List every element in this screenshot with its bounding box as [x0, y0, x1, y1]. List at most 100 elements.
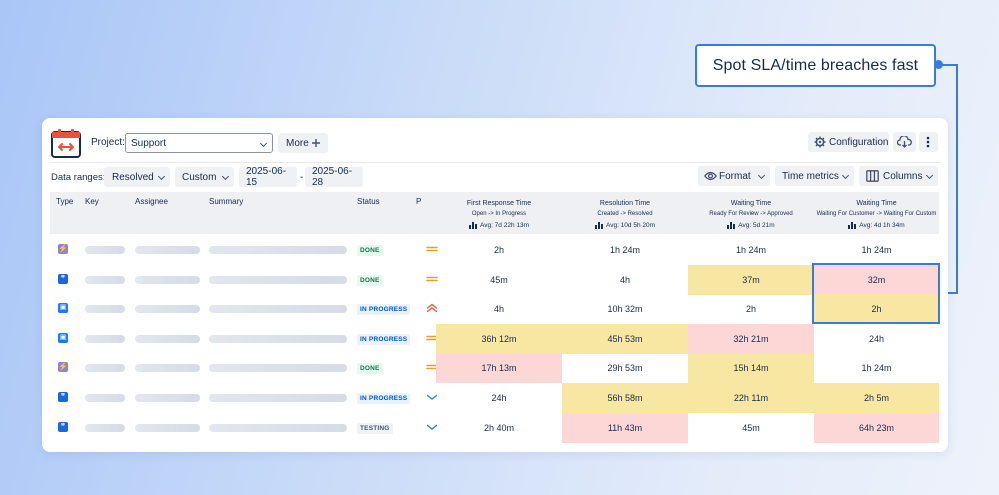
metric-cell: 15h 14m	[688, 353, 814, 384]
header-assignee[interactable]: Assignee	[135, 197, 168, 206]
summary-placeholder	[209, 275, 347, 284]
assignee-placeholder	[135, 423, 200, 432]
chevron-down-icon	[259, 139, 268, 148]
header-metric-resolution[interactable]: Resolution Time Created -> Resolved Avg:…	[562, 198, 688, 231]
more-actions-button[interactable]	[919, 132, 938, 152]
table-row[interactable]: ▣ IN PROGRESS 4h 10h 32m 2h 2h	[50, 294, 939, 325]
chevron-down-icon	[221, 172, 230, 181]
key-placeholder	[85, 334, 125, 343]
metric-cell: 36h 12m	[436, 323, 562, 354]
summary-placeholder	[209, 246, 347, 254]
header-metric-waiting-review[interactable]: Waiting Time Ready For Review -> Approve…	[688, 198, 814, 231]
cloud-download-icon	[897, 136, 912, 148]
quote-icon: ❞	[58, 421, 68, 432]
project-select[interactable]: Support	[125, 133, 273, 153]
header-type[interactable]: Type	[56, 197, 74, 206]
cloud-download-button[interactable]	[893, 132, 916, 152]
table-row[interactable]: ⚡ DONE 2h 1h 24m 1h 24m 1h 24m	[50, 235, 939, 265]
metric-cell: 1h 24m	[609, 245, 641, 255]
metric-cell: 37m	[688, 264, 814, 295]
metric-cell: 32h 21m	[688, 323, 814, 354]
quote-icon: ❞	[58, 392, 68, 402]
metric-cell: 1h 24m	[735, 245, 767, 255]
more-button[interactable]: More	[278, 133, 328, 153]
calendar-app-icon	[51, 129, 81, 158]
story-icon: ⚡	[58, 244, 68, 254]
custom-range-dropdown[interactable]: Custom	[175, 167, 234, 187]
priority-medium-icon	[426, 365, 438, 370]
resolved-dropdown[interactable]: Resolved	[104, 167, 170, 187]
status-badge: DONE	[357, 274, 383, 286]
date-to-input[interactable]: 2025-06-28	[305, 166, 363, 188]
breach-highlight-box	[812, 263, 940, 324]
date-from-input[interactable]: 2025-06-15	[239, 166, 297, 188]
assignee-placeholder	[135, 246, 200, 254]
format-dropdown[interactable]: Format	[698, 166, 770, 186]
chevron-down-icon	[925, 171, 934, 180]
metric-cell: 45h 53m	[562, 323, 688, 354]
header-metric-first-response[interactable]: First Response Time Open -> In Progress …	[436, 198, 562, 231]
configuration-button[interactable]: Configuration	[808, 132, 889, 152]
metric-cell: 29h 53m	[607, 363, 643, 374]
table-header: Type Key Assignee Summary Status P First…	[50, 192, 939, 234]
table-row[interactable]: ⚡ DONE 17h 13m 29h 53m 15h 14m 1h 24m	[50, 353, 939, 384]
bar-chart-icon	[727, 222, 736, 229]
columns-dropdown[interactable]: Columns	[859, 166, 938, 186]
status-badge: DONE	[357, 245, 383, 256]
assignee-placeholder	[135, 305, 200, 314]
status-badge: IN PROGRESS	[357, 393, 411, 404]
summary-placeholder	[209, 394, 347, 402]
metric-cell: 64h 23m	[814, 412, 939, 443]
header-metric-waiting-customer[interactable]: Waiting Time Waiting For Customer -> Wai…	[814, 198, 939, 231]
status-badge: TESTING	[357, 422, 393, 434]
header-key[interactable]: Key	[85, 197, 99, 206]
configuration-label: Configuration	[829, 136, 889, 148]
metric-cell: 24h	[491, 393, 507, 403]
metric-average: Avg: 4d 1h 34m	[859, 222, 905, 229]
time-metrics-dropdown[interactable]: Time metrics	[775, 166, 854, 186]
assignee-placeholder	[135, 334, 200, 343]
more-vertical-icon	[926, 136, 930, 148]
callout-text: Spot SLA/time breaches fast	[712, 56, 919, 74]
callout-connector-line	[938, 64, 958, 66]
metric-cell: 17h 13m	[436, 353, 562, 384]
metric-cell: 4h	[493, 304, 504, 315]
metric-transition: Open -> In Progress	[471, 211, 527, 217]
metric-cell: 22h 11m	[688, 383, 814, 413]
metric-transition: Created -> Resolved	[597, 211, 653, 217]
metric-cell: 45m	[490, 274, 508, 285]
metric-cell: 1h 24m	[861, 363, 892, 374]
callout-connector-line	[956, 64, 958, 294]
metric-cell: 4h	[619, 274, 630, 285]
metric-cell: 10h 32m	[607, 304, 643, 315]
metric-transition: Waiting For Customer -> Waiting For Cust…	[816, 211, 937, 217]
metric-cell: 11h 43m	[562, 412, 688, 443]
date-from-value: 2025-06-15	[246, 166, 287, 188]
assignee-placeholder	[135, 364, 200, 373]
metric-transition: Ready For Review -> Approved	[709, 211, 793, 217]
metric-cell: 2h	[814, 294, 939, 325]
header-priority[interactable]: P	[416, 197, 422, 206]
report-card: Project: Support More Configuration Data…	[42, 118, 948, 452]
table-row[interactable]: ▣ IN PROGRESS 36h 12m 45h 53m 32h 21m 24h	[50, 323, 939, 354]
key-placeholder	[85, 423, 125, 432]
table-row[interactable]: ❞ TESTING 2h 40m 11h 43m 45m 64h 23m	[50, 412, 939, 443]
key-placeholder	[85, 394, 125, 402]
date-separator: -	[300, 172, 304, 183]
table-row[interactable]: ❞ IN PROGRESS 24h 56h 58m 22h 11m 2h 5m	[50, 383, 939, 413]
metric-cell: 56h 58m	[562, 383, 688, 413]
task-icon: ▣	[58, 303, 68, 314]
bar-chart-icon	[594, 222, 603, 229]
callout-box: Spot SLA/time breaches fast	[695, 44, 936, 87]
task-icon: ▣	[58, 332, 68, 343]
header-status[interactable]: Status	[357, 197, 380, 206]
header-summary[interactable]: Summary	[209, 197, 244, 206]
more-button-label: More	[286, 137, 309, 149]
status-badge: DONE	[357, 363, 383, 375]
metric-average: Avg: 7d 22h 13m	[479, 222, 530, 229]
summary-placeholder	[209, 334, 347, 343]
priority-low-icon	[426, 394, 438, 400]
table-row[interactable]: ❞ DONE 45m 4h 37m 32m	[50, 264, 939, 295]
date-to-value: 2025-06-28	[312, 166, 353, 188]
status-badge: IN PROGRESS	[357, 333, 411, 345]
